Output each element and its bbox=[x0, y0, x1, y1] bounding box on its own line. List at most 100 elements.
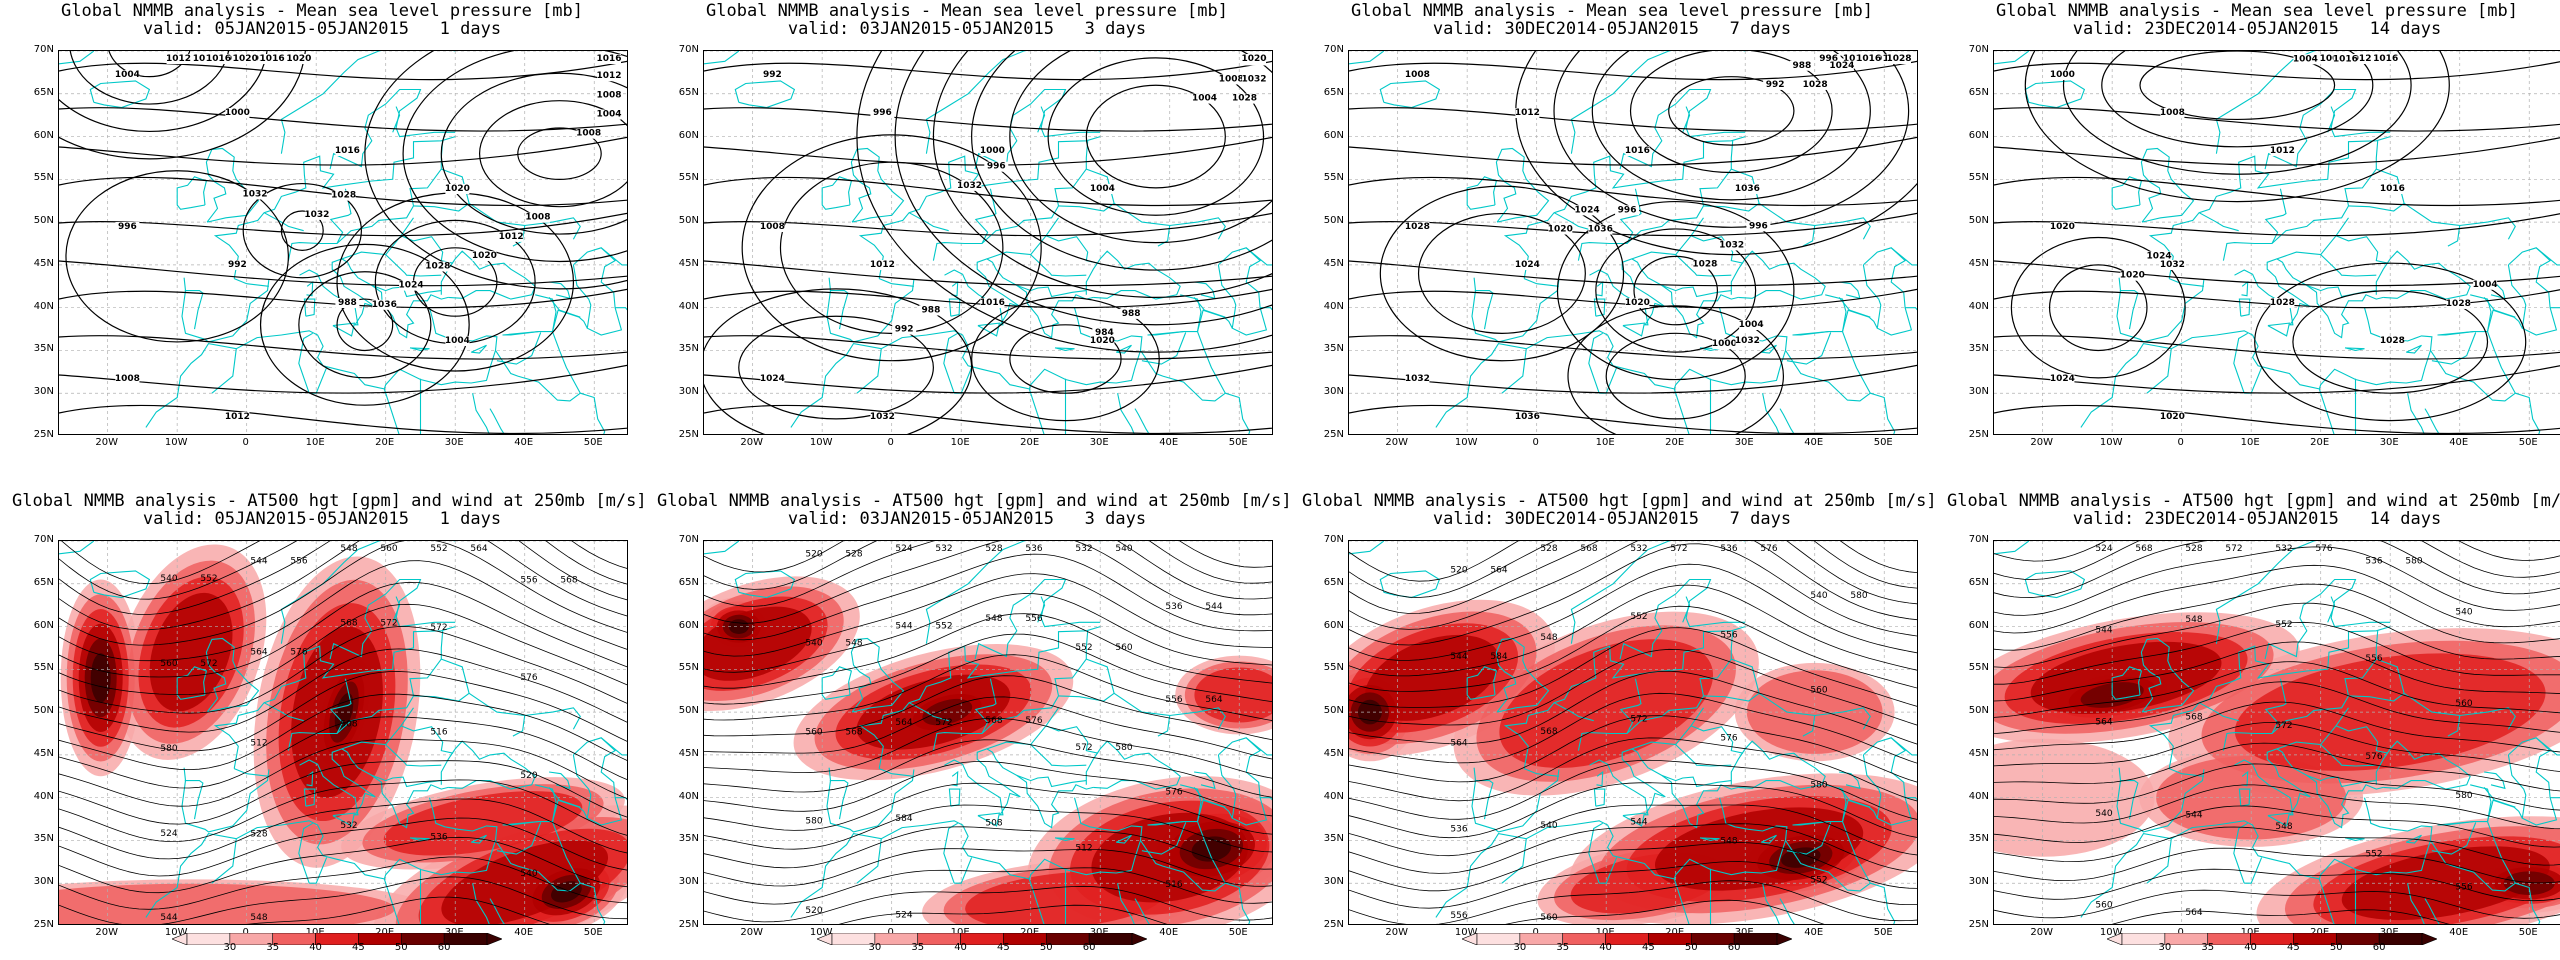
contour-label-bg bbox=[1735, 184, 1760, 194]
isobar bbox=[1349, 107, 1917, 132]
coast-line bbox=[2238, 298, 2251, 317]
contour-labels: 520 524 528 532 536 540 544 548 552 556 560 564 568 5… bbox=[805, 544, 1222, 921]
lat-tick-label: 55N bbox=[1968, 172, 1989, 184]
coast-line bbox=[1570, 51, 1746, 154]
coast-line bbox=[734, 570, 796, 599]
lon-tick-label: 10W bbox=[809, 927, 833, 938]
coast-line bbox=[2148, 626, 2391, 769]
contour-label-bg bbox=[331, 190, 356, 201]
contour-label: 1012 bbox=[499, 232, 524, 242]
coast-line bbox=[341, 707, 414, 750]
coast-line bbox=[213, 626, 456, 769]
height-contour bbox=[1994, 889, 2560, 919]
coast-line bbox=[1588, 332, 1603, 394]
coast-line bbox=[89, 570, 151, 599]
contour-label: 1008 bbox=[1405, 70, 1430, 80]
contour-label-bg bbox=[1789, 60, 1814, 71]
contour-label-bg bbox=[2380, 336, 2405, 346]
contour-label: 512 bbox=[1075, 843, 1092, 853]
contour-label: 1012 bbox=[166, 54, 191, 64]
contours bbox=[704, 541, 1272, 924]
map-frame: 1004 1008 1012 1016 1020 1024 1028 1004 1000 1008… bbox=[1993, 50, 2560, 435]
coast-line bbox=[470, 344, 487, 354]
coast-line bbox=[1631, 217, 1704, 260]
contour-label: 556 bbox=[1025, 614, 1042, 624]
height-contour bbox=[59, 541, 627, 646]
height-contour bbox=[1994, 602, 2560, 668]
height-contour bbox=[59, 798, 627, 860]
lon-tick-label: 20E bbox=[1020, 437, 1040, 448]
coast-line bbox=[2276, 707, 2349, 750]
lon-tick-label: 0 bbox=[242, 437, 249, 448]
panel-title: Global NMMB analysis - AT500 hgt [gpm] a… bbox=[657, 492, 1292, 528]
coast-line bbox=[986, 217, 1059, 260]
lon-tick-label: 20E bbox=[2310, 437, 2330, 448]
colorbar-svg bbox=[1461, 932, 1793, 946]
coast-line bbox=[2244, 367, 2263, 394]
isobar bbox=[1349, 176, 1917, 207]
contour-label: 1016 bbox=[220, 54, 245, 64]
coast-line bbox=[2515, 392, 2541, 434]
wind-shading bbox=[704, 576, 1272, 924]
height-contour bbox=[1994, 546, 2560, 616]
wind-shade-blob bbox=[1781, 847, 1821, 868]
coast-line bbox=[1501, 838, 1527, 884]
coast-line bbox=[856, 348, 882, 394]
height-contour bbox=[704, 804, 1272, 853]
coast-line bbox=[1762, 393, 1780, 434]
contour-label: 1016 bbox=[2333, 54, 2358, 64]
coast-line bbox=[2168, 278, 2204, 287]
colorbar-tick-label: 60 bbox=[437, 942, 451, 953]
contour-label-bg bbox=[1615, 205, 1640, 216]
contour-label-bg bbox=[1405, 70, 1430, 80]
coast-line bbox=[1474, 780, 1494, 820]
coast-line bbox=[2483, 787, 2516, 808]
contour-label: 1028 bbox=[1405, 222, 1430, 232]
coast-line bbox=[2222, 630, 2379, 751]
height-contour bbox=[1349, 627, 1917, 708]
contour-label: 572 bbox=[1670, 544, 1687, 554]
height-contour bbox=[1994, 583, 2560, 651]
contour-label: 560 bbox=[1810, 686, 1827, 696]
wind-shade-blob bbox=[922, 698, 973, 726]
contour-label-bg bbox=[2050, 70, 2075, 80]
height-contour bbox=[704, 760, 1272, 817]
colorbar-tick-label: 40 bbox=[1599, 942, 1612, 953]
coast-line bbox=[2431, 332, 2477, 365]
isobar bbox=[402, 51, 627, 263]
contour-label-bg bbox=[1575, 205, 1600, 216]
contour-label: 552 bbox=[2365, 850, 2382, 860]
lon-tick-label: 20E bbox=[375, 927, 395, 938]
coast-line bbox=[2344, 837, 2365, 841]
isobar bbox=[2062, 51, 2412, 175]
lon-tick-label: 10W bbox=[2099, 437, 2123, 448]
isobar bbox=[1515, 51, 1917, 256]
height-contour bbox=[838, 904, 1168, 924]
isobar bbox=[932, 51, 1272, 298]
coast-line bbox=[1570, 541, 1746, 644]
isobar bbox=[1567, 305, 1784, 434]
coast-line bbox=[858, 136, 1101, 279]
coast-line bbox=[615, 307, 627, 311]
coast-line bbox=[440, 740, 536, 790]
contour-label-bg bbox=[372, 299, 397, 310]
lon-tick-label: 30E bbox=[1089, 437, 1109, 448]
coast-line bbox=[2403, 692, 2461, 737]
contour-label-bg bbox=[399, 280, 424, 291]
coast-line bbox=[1577, 630, 1734, 751]
height-contour bbox=[704, 848, 1272, 887]
wind-colorbar: 30 35 40 45 50 60 bbox=[1461, 930, 1793, 956]
lat-tick-label: 25N bbox=[33, 919, 54, 930]
coast-line bbox=[502, 331, 539, 336]
lat-tick-label: 65N bbox=[1968, 86, 1989, 98]
coast-line bbox=[1622, 812, 1646, 827]
coast-line bbox=[181, 277, 270, 343]
lon-tick-label: 10W bbox=[1454, 437, 1478, 448]
height-contour bbox=[59, 581, 627, 678]
coast-line bbox=[1786, 332, 1832, 365]
contour-label: 1032 bbox=[1719, 240, 1744, 250]
lon-tick-label: 30E bbox=[2379, 437, 2399, 448]
coast-line bbox=[2119, 290, 2139, 330]
coast-line bbox=[2146, 348, 2172, 394]
lat-tick-label: 55N bbox=[1323, 662, 1344, 674]
